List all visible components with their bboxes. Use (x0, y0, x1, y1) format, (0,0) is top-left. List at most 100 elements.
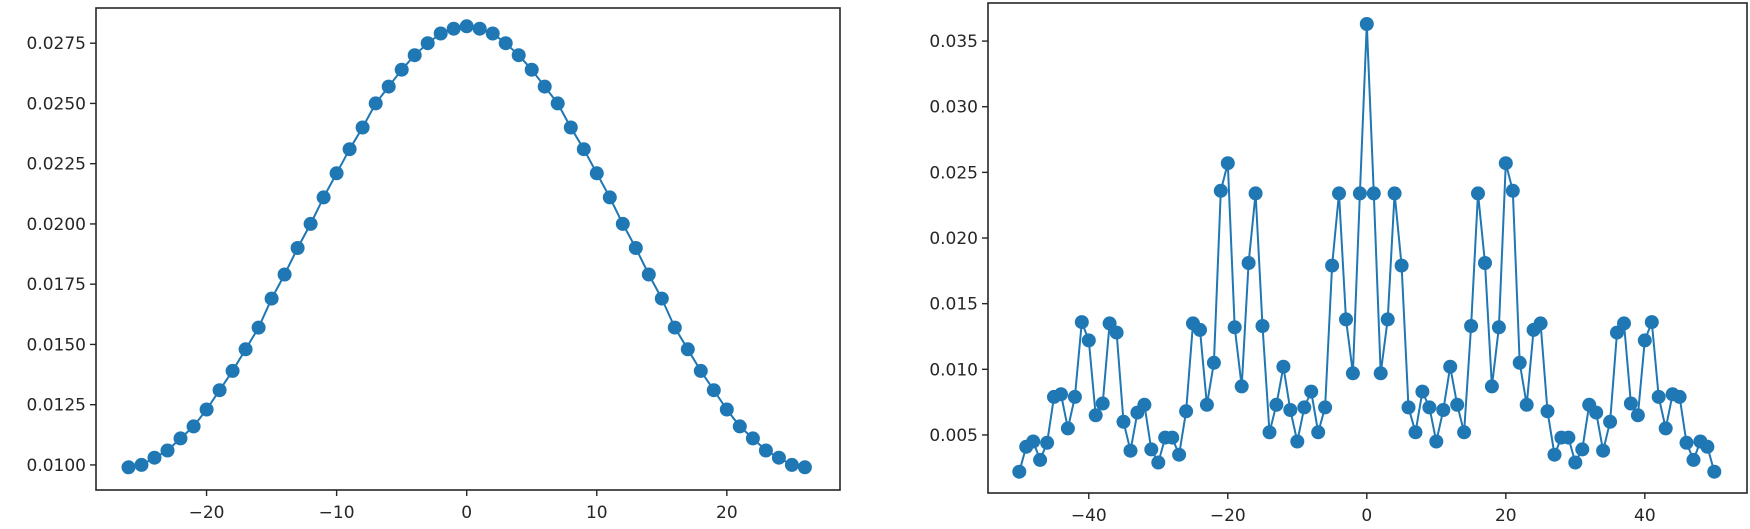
data-point (1603, 414, 1618, 429)
data-point (1484, 379, 1499, 394)
data-point (1429, 434, 1444, 449)
x-tick-label: 0 (461, 503, 472, 523)
data-point (290, 241, 305, 255)
data-point (693, 363, 708, 378)
data-point (1220, 156, 1235, 171)
data-point (1658, 421, 1673, 436)
data-point (433, 26, 448, 41)
data-point (1352, 186, 1367, 201)
data-point (1401, 400, 1416, 415)
data-point (1081, 333, 1096, 348)
data-point (602, 190, 617, 205)
x-axis: −20 −10 0 10 20 (189, 490, 738, 523)
data-point (498, 36, 513, 51)
data-point (1054, 387, 1068, 402)
x-axis: −40 −20 0 20 40 (1071, 493, 1656, 526)
data-point (238, 342, 253, 357)
data-point (771, 450, 786, 465)
y-tick-label: 0.0125 (27, 396, 86, 416)
data-point (1206, 355, 1221, 370)
data-point (615, 216, 630, 231)
data-point (1276, 359, 1291, 374)
data-point (1471, 186, 1485, 201)
x-tick-label: −10 (319, 503, 355, 523)
data-point (1137, 397, 1152, 412)
data-point (550, 96, 565, 111)
y-tick-label: 0.025 (929, 163, 978, 183)
gaussian-line-chart: −20 −10 0 10 20 0.0100 0.0125 0.0150 0.0175 0.020… (27, 7, 841, 523)
data-point (1575, 442, 1590, 457)
data-point (1561, 430, 1576, 445)
data-point (1436, 403, 1451, 417)
y-tick-label: 0.030 (929, 98, 978, 118)
data-point (1359, 17, 1374, 31)
y-tick-label: 0.010 (929, 360, 978, 380)
y-tick-label: 0.0175 (27, 275, 86, 295)
x-tick-label: 20 (1495, 506, 1517, 526)
data-point (1248, 186, 1263, 201)
data-point (1151, 455, 1166, 470)
data-point (134, 457, 149, 472)
data-point (342, 142, 357, 157)
data-point (732, 419, 747, 434)
data-point (472, 21, 487, 36)
data-point (121, 460, 136, 475)
data-point (667, 320, 682, 335)
data-point (563, 120, 578, 135)
y-tick-label: 0.020 (929, 229, 978, 249)
data-point (1547, 447, 1562, 462)
y-tick-label: 0.0275 (27, 34, 86, 54)
data-point (1345, 366, 1360, 381)
data-point (407, 48, 422, 63)
data-point (1533, 316, 1548, 331)
data-point (1193, 322, 1207, 337)
x-tick-label: 40 (1634, 506, 1656, 526)
data-point (1387, 186, 1402, 201)
data-point (1380, 312, 1395, 327)
y-tick-label: 0.0250 (27, 94, 86, 114)
data-markers (121, 19, 812, 475)
data-point (1464, 319, 1479, 333)
data-point (1686, 452, 1701, 467)
data-point (628, 241, 643, 255)
data-point (1707, 464, 1722, 479)
y-axis: 0.0100 0.0125 0.0150 0.0175 0.0200 0.0225 0.02… (27, 34, 96, 476)
data-point (1123, 443, 1138, 458)
data-point (589, 166, 604, 181)
data-point (160, 443, 175, 458)
data-point (1074, 315, 1089, 330)
data-point (1269, 397, 1284, 412)
data-point (264, 291, 279, 306)
data-point (1262, 425, 1277, 440)
data-point (1394, 258, 1409, 273)
data-point (1033, 452, 1048, 467)
data-point (1478, 256, 1492, 270)
data-point (303, 216, 318, 231)
data-point (1651, 389, 1666, 404)
data-point (1297, 400, 1312, 415)
data-point (511, 48, 526, 63)
y-tick-label: 0.035 (929, 32, 978, 52)
data-point (1672, 389, 1687, 404)
data-point (329, 166, 344, 181)
data-point (1283, 403, 1298, 417)
data-point (1311, 425, 1326, 440)
data-point (680, 342, 695, 357)
data-point (1422, 400, 1437, 415)
data-point (1060, 421, 1075, 436)
data-point (1026, 434, 1041, 449)
data-point (147, 450, 162, 465)
data-point (225, 363, 240, 378)
data-point (797, 460, 812, 475)
data-point (537, 79, 552, 94)
spectrum-line-chart: −40 −20 0 20 40 0.005 0.010 0.015 0.020 0.025 0.03… (929, 2, 1748, 526)
data-point (459, 19, 474, 34)
data-point (485, 26, 500, 41)
data-point (706, 383, 721, 398)
data-point (1366, 186, 1381, 201)
data-point (641, 267, 656, 282)
x-tick-label: 0 (1361, 506, 1372, 526)
data-point (1644, 315, 1659, 330)
x-tick-label: −20 (189, 503, 225, 523)
